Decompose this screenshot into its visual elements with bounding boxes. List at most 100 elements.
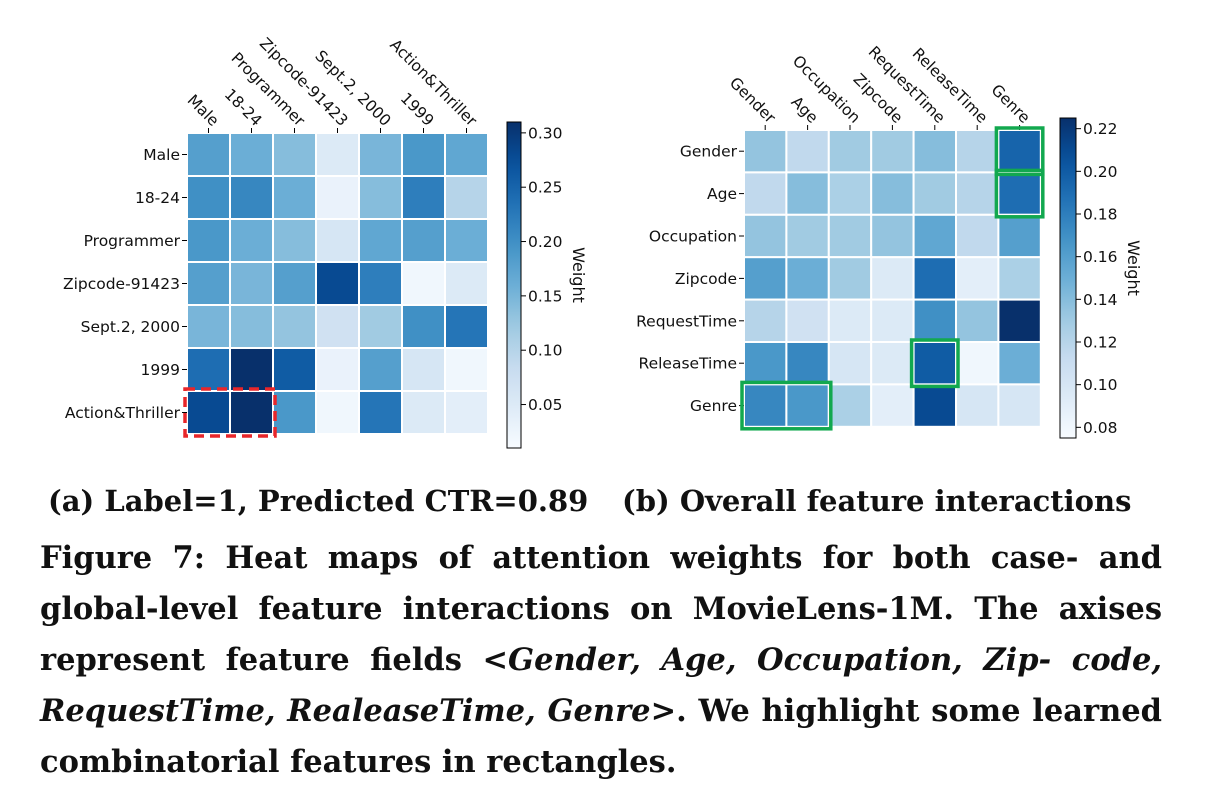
figure-canvas: Male 18-24 Programmer Zipcode-91423 Sept.2, … (63, 34, 1143, 449)
heatmap-a-cell (444, 132, 489, 177)
heatmap-a-cell (186, 175, 231, 220)
heatmap-b-cell (912, 213, 957, 259)
heatmap-a-cell (315, 347, 360, 392)
heatmap-b-cell (785, 383, 830, 428)
heatmap-a-cell (186, 390, 231, 435)
heatmap-b-cell (743, 383, 788, 428)
y-tick-label-b: Age (707, 185, 737, 203)
heatmap-b-cell (827, 129, 873, 174)
subcaption-b: (b) Overall feature interactions (622, 484, 1132, 518)
heatmap-b-cell (955, 298, 1000, 344)
heatmap-a-cell (186, 132, 231, 177)
y-tick-label-a: Male (143, 146, 180, 164)
caption-text-2: >. We highlight some learned combinatori… (40, 693, 1163, 780)
colorbar-tick-label-b: 0.20 (1083, 163, 1118, 181)
heatmap-b-cell (785, 256, 830, 301)
heatmap-a-cell (229, 390, 274, 435)
y-tick-label-a: Action&Thriller (65, 404, 181, 422)
colorbar-label-b: Weight (1124, 240, 1143, 296)
colorbar-tick-label-b: 0.08 (1083, 419, 1118, 437)
heatmap-a-cell (444, 347, 489, 392)
highlight-box-b (994, 126, 1045, 177)
y-tick-label-b: Zipcode (675, 270, 737, 288)
heatmap-b-cell (997, 171, 1042, 216)
heatmap-a-cell (358, 347, 403, 392)
heatmap-a-cell (229, 175, 274, 220)
heatmap-b-cell (743, 129, 788, 174)
x-tick-label-b: Gender (726, 74, 780, 128)
highlight-box-b (909, 338, 960, 389)
heatmap-a-cell (229, 304, 274, 349)
highlight-box-b (740, 380, 833, 431)
colorbar-tick-label-b: 0.16 (1083, 248, 1118, 266)
heatmap-b-cell (743, 213, 788, 259)
y-tick-label-b: Occupation (649, 228, 737, 246)
heatmap-b-cell (743, 171, 788, 216)
colorbar-tick-label-a: 0.05 (528, 396, 563, 414)
heatmap-b-cell (870, 129, 915, 174)
heatmap-b-cell (912, 256, 957, 301)
y-tick-label-b: ReleaseTime (639, 355, 738, 373)
x-tick-label-b: Age (788, 93, 822, 127)
heatmap-b-cell (997, 129, 1042, 174)
heatmap-a-cell (401, 304, 446, 349)
colorbar-tick-label-b: 0.10 (1083, 376, 1118, 394)
heatmap-b-cell (870, 383, 915, 428)
heatmap-b-cell (955, 213, 1000, 259)
heatmap-a-cell (315, 175, 360, 220)
colorbar-tick-label-b: 0.14 (1083, 291, 1118, 309)
colorbar-b (1059, 117, 1077, 439)
y-tick-label-b: Gender (680, 143, 738, 161)
y-tick-label-a: 1999 (141, 361, 180, 379)
heatmap-a-cell (358, 218, 403, 263)
highlight-box-b (994, 168, 1045, 219)
subcaption-a: (a) Label=1, Predicted CTR=0.89 (48, 484, 589, 518)
heatmap-b-cell (870, 256, 915, 301)
heatmap-a-cell (444, 218, 489, 263)
heatmap-a-cell (315, 218, 360, 263)
heatmap-a-cell (315, 132, 360, 177)
heatmap-b-cell (997, 341, 1042, 386)
heatmap-b-cell (743, 341, 788, 386)
heatmap-a-cell (186, 261, 231, 306)
heatmap-a-cell (186, 347, 231, 392)
heatmap-a-cell (444, 175, 489, 220)
y-tick-label-a: Programmer (84, 232, 181, 250)
colorbar-tick-label-a: 0.30 (528, 124, 563, 142)
colorbar-tick-label-a: 0.20 (528, 233, 563, 251)
heatmap-a-cell (444, 261, 489, 306)
heatmap-b-cell (827, 341, 873, 386)
heatmap-b-cell (912, 341, 957, 386)
heatmap-a-cell (186, 218, 231, 263)
colorbar-tick-label-a: 0.15 (528, 287, 563, 305)
x-tick-label-b: Genre (988, 81, 1034, 127)
heatmap-b-cell (870, 171, 915, 216)
heatmap-b-cell (997, 383, 1042, 428)
colorbar-label-a: Weight (569, 247, 588, 303)
colorbar-tick-label-b: 0.18 (1083, 206, 1118, 224)
heatmap-b-cell (785, 129, 830, 174)
x-tick-label-a: Male (184, 91, 223, 130)
heatmap-b-cell (827, 171, 873, 216)
heatmap-a-cell (229, 347, 274, 392)
heatmap-a-cell (358, 304, 403, 349)
heatmap-b-cell (870, 298, 915, 344)
heatmap-b-cell (912, 129, 957, 174)
heatmap-b-cell (827, 256, 873, 301)
heatmap-b-cell (955, 171, 1000, 216)
heatmap-a-cell (358, 175, 403, 220)
colorbar-a (506, 121, 522, 449)
heatmap-a-cell (272, 347, 317, 392)
heatmap-a-cell (358, 261, 403, 306)
heatmap-a-cell (358, 132, 403, 177)
heatmap-a-cell (444, 304, 489, 349)
heatmap-b-cell (785, 298, 830, 344)
heatmap-a-cell (401, 218, 446, 263)
heatmap-a-cell (186, 304, 231, 349)
heatmap-b-cell (827, 213, 873, 259)
heatmap-a-cell (401, 132, 446, 177)
figure-caption: Figure 7: Heat maps of attention weights… (40, 533, 1162, 788)
heatmap-b-cell (870, 213, 915, 259)
heatmap-a-cell (229, 261, 274, 306)
heatmap-a-cell (401, 175, 446, 220)
